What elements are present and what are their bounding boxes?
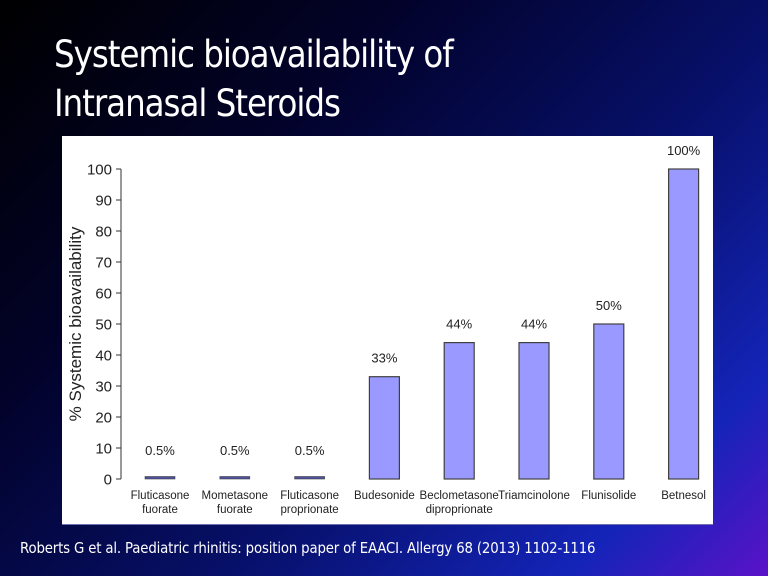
x-tick-label: proprionate — [281, 504, 339, 516]
y-tick-label: 30 — [95, 379, 112, 396]
x-tick-label: Triamcinolone — [498, 490, 570, 502]
y-tick-label: 40 — [95, 348, 112, 365]
data-label: 0.5% — [145, 443, 175, 458]
slide-title: Systemic bioavailability of Intranasal S… — [54, 30, 635, 128]
y-tick-label: 90 — [95, 193, 112, 210]
data-label: 44% — [521, 317, 547, 332]
y-tick-label: 80 — [95, 224, 112, 241]
data-label: 100% — [667, 143, 701, 158]
x-tick-label: Flunisolide — [581, 490, 636, 502]
x-axis-labels: Fluticasone fuorate Mometasone fuorate Fluti… — [131, 490, 706, 516]
data-label: 44% — [446, 317, 472, 332]
x-tick-label: Fluticasone — [280, 490, 339, 502]
bar — [593, 323, 625, 480]
x-tick-label: Mometasone — [202, 490, 268, 502]
bar — [443, 342, 475, 480]
x-tick-label: Betnesol — [661, 490, 706, 502]
bar — [219, 476, 251, 480]
data-label: 0.5% — [220, 443, 250, 458]
chart-panel: 0 10 20 30 40 50 60 70 80 90 100 % Systemic bioava… — [62, 136, 713, 525]
y-tick-label: 100 — [87, 162, 112, 179]
x-tick-label: fuorate — [142, 504, 178, 516]
data-labels: 0.5% 0.5% 0.5% 33% 44% 44% 50% 100% — [145, 143, 700, 458]
y-axis: 0 10 20 30 40 50 60 70 80 90 100 — [87, 162, 122, 489]
y-tick-label: 70 — [95, 255, 112, 272]
citation: Roberts G et al. Paediatric rhinitis: po… — [20, 539, 596, 557]
data-label: 50% — [596, 298, 622, 313]
bar — [518, 342, 550, 480]
x-tick-label: Fluticasone — [131, 490, 190, 502]
bars — [144, 168, 700, 480]
x-tick-label: Budesonide — [354, 490, 415, 502]
y-tick-label: 50 — [95, 317, 112, 334]
slide-title-line-2: Intranasal Steroids — [54, 82, 341, 125]
y-tick-label: 10 — [95, 441, 112, 458]
bar — [667, 168, 700, 480]
y-tick-label: 60 — [95, 286, 112, 303]
bar — [294, 476, 325, 480]
x-tick-label: diproprionate — [426, 504, 493, 516]
bar — [144, 476, 176, 480]
data-label: 0.5% — [295, 443, 325, 458]
y-tick-label: 20 — [95, 410, 112, 427]
slide-title-line-1: Systemic bioavailability of — [54, 33, 454, 76]
bar — [368, 376, 400, 480]
y-tick-label: 0 — [104, 472, 112, 489]
data-label: 33% — [371, 351, 397, 366]
x-tick-label: fuorate — [217, 504, 253, 516]
x-tick-label: Beclometasone — [420, 490, 499, 502]
bar-chart: 0 10 20 30 40 50 60 70 80 90 100 % Systemic bioava… — [66, 143, 706, 516]
y-axis-label: % Systemic bioavailability — [66, 226, 85, 421]
